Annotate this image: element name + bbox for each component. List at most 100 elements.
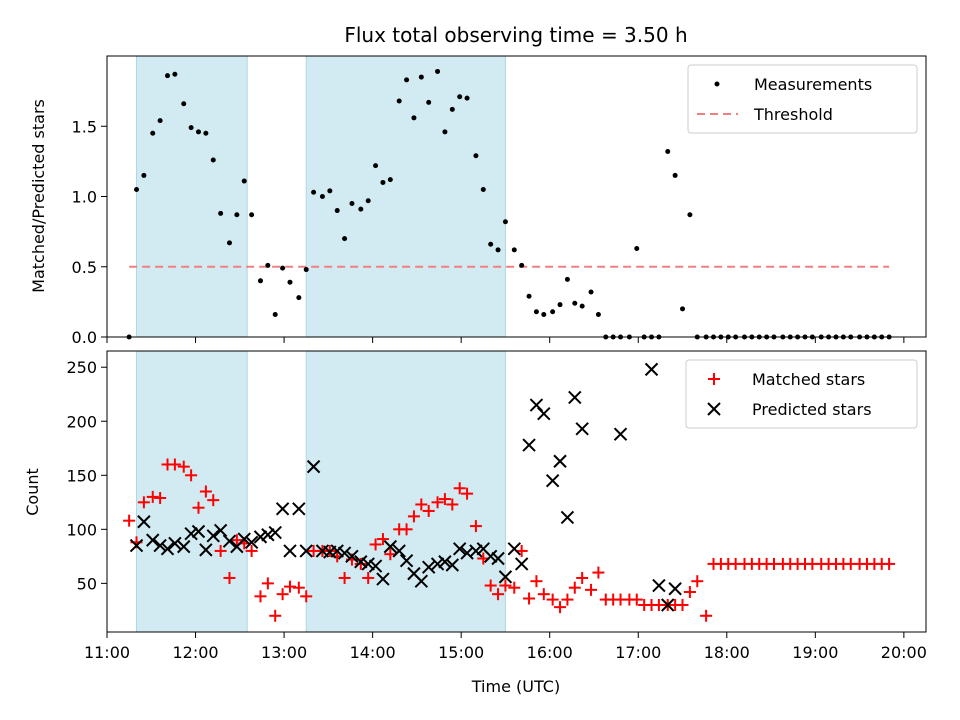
measurement-point [380, 179, 386, 185]
measurement-point [226, 240, 232, 246]
matched-star-point [446, 498, 459, 511]
legend-box-bottom [685, 359, 918, 429]
legend-top: Measurements Threshold [687, 64, 918, 134]
matched-star-point [292, 581, 305, 594]
x-tick-label: 15:00 [438, 643, 484, 662]
measurement-point [634, 245, 640, 251]
measurement-point [464, 95, 470, 101]
matched-star-point [883, 557, 896, 570]
predicted-star-point [483, 549, 498, 564]
panel-ratio: 0.0 0.5 1.0 1.5 Matched/Predicted stars Mea… [29, 55, 927, 347]
legend-marker-measurements [714, 81, 720, 87]
measurement-point [249, 212, 255, 218]
matched-star-point [585, 583, 598, 596]
predicted-star-point [168, 536, 182, 551]
predicted-star-point [613, 427, 628, 441]
matched-star-point [469, 520, 482, 533]
predicted-star-point [421, 560, 436, 574]
matched-star-point [691, 575, 704, 588]
measurement-point [141, 172, 147, 178]
measurement-point [349, 201, 355, 207]
matched-star-point [431, 496, 444, 509]
legend-label-matched: Matched stars [752, 370, 865, 389]
matched-star-point [154, 491, 167, 504]
shaded-intervals-bottom [136, 350, 506, 633]
matched-star-point [630, 593, 643, 606]
predicted-star-point [206, 529, 220, 543]
measurement-point [687, 212, 693, 218]
predicted-star-point [537, 406, 551, 421]
measurement-point [287, 279, 293, 285]
measurement-point [172, 71, 178, 77]
matched-star-point [422, 504, 435, 517]
matched-star-point [192, 501, 205, 514]
measurement-point [550, 309, 556, 315]
matched-star-point [576, 571, 589, 584]
predicted-star-point [430, 557, 445, 571]
predicted-star-point [644, 362, 659, 377]
measurement-point [257, 278, 263, 284]
matched-star-point [683, 586, 696, 599]
measurement-point [533, 309, 539, 315]
legend-label-threshold: Threshold [753, 105, 833, 124]
predicted-star-point [652, 578, 666, 593]
panel-count: 50 100 150 200 250 11:00 12:00 13:00 14:00 15:00… [23, 350, 927, 696]
shaded-intervals-top [136, 55, 506, 338]
measurement-point [303, 267, 309, 273]
matched-star-point [146, 490, 159, 503]
shaded-interval [136, 350, 248, 633]
matched-star-point [400, 523, 413, 536]
predicted-star-point [184, 526, 198, 541]
chart-title: Flux total observing time = 3.50 h [344, 23, 687, 47]
predicted-star-point [661, 598, 675, 612]
predicted-star-point [345, 549, 359, 564]
measurement-point [495, 247, 501, 253]
x-ticks-top [106, 337, 905, 343]
legend-marker-predicted [707, 402, 721, 416]
measurement-point [511, 247, 517, 253]
y-tick-label: 0.5 [72, 258, 97, 277]
predicted-star-point [244, 535, 259, 550]
matched-star-point [407, 510, 420, 523]
matched-star-point [137, 496, 150, 509]
x-axis-label: Time (UTC) [471, 677, 560, 696]
predicted-star-point [414, 574, 429, 588]
matched-star-point [537, 588, 550, 601]
predicted-star-point [191, 524, 206, 539]
matched-star-point [508, 581, 521, 594]
measurement-point [435, 68, 441, 74]
predicted-star-point [261, 528, 275, 542]
measurement-point [373, 163, 379, 169]
predicted-star-point [392, 544, 406, 558]
measurement-point [218, 210, 224, 216]
matched-star-point [492, 588, 505, 601]
measurement-point [418, 74, 424, 80]
measurement-point [488, 241, 494, 247]
measurement-point [265, 262, 271, 268]
y-axis-label-top: Matched/Predicted stars [29, 99, 48, 293]
y-tick-label: 1.5 [72, 117, 97, 136]
measurement-point [480, 186, 486, 192]
matched-star-point [123, 514, 136, 527]
matched-star-point [245, 544, 258, 557]
measurement-point [327, 188, 333, 194]
shaded-interval [136, 55, 248, 338]
predicted-star-point [330, 544, 344, 558]
y-tick-label: 50 [77, 574, 97, 593]
predicted-star-point [368, 559, 383, 573]
measurement-point [442, 129, 448, 135]
x-tick-label: 17:00 [615, 643, 661, 662]
predicted-star-point [237, 532, 251, 546]
matched-star-point [700, 609, 713, 622]
predicted-star-point [383, 539, 398, 554]
matched-star-point [461, 487, 474, 500]
measurement-point [280, 265, 286, 271]
predicted-star-point [153, 538, 167, 553]
x-tick-label: 13:00 [261, 643, 307, 662]
measurement-point [150, 130, 156, 136]
measurement-point [595, 312, 601, 318]
measurement-point [296, 295, 302, 301]
predicted-star-point [575, 422, 589, 436]
matched-star-point [300, 590, 313, 603]
